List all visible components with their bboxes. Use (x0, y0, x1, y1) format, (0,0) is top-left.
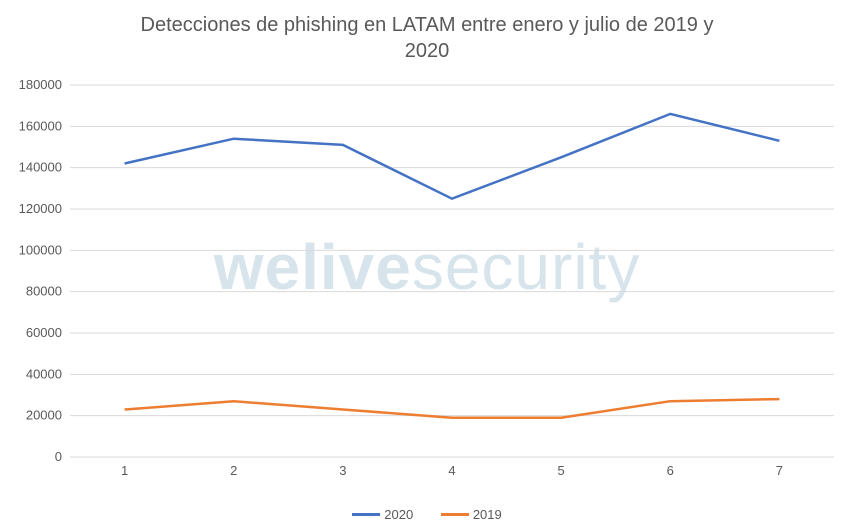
legend-item-2019: 2019 (441, 507, 502, 522)
svg-text:3: 3 (339, 463, 346, 478)
chart-container: Detecciones de phishing en LATAM entre e… (0, 0, 854, 532)
plot-area: 0200004000060000800001000001200001400001… (70, 85, 834, 457)
chart-svg: 0200004000060000800001000001200001400001… (70, 85, 834, 457)
svg-text:4: 4 (448, 463, 455, 478)
legend-label-2019: 2019 (473, 507, 502, 522)
svg-text:5: 5 (558, 463, 565, 478)
svg-text:2: 2 (230, 463, 237, 478)
svg-text:20000: 20000 (26, 408, 62, 423)
legend-swatch-2020 (352, 513, 380, 516)
svg-text:1: 1 (121, 463, 128, 478)
legend-swatch-2019 (441, 513, 469, 516)
svg-text:120000: 120000 (19, 201, 62, 216)
svg-text:180000: 180000 (19, 77, 62, 92)
svg-text:100000: 100000 (19, 242, 62, 257)
svg-text:160000: 160000 (19, 118, 62, 133)
svg-text:7: 7 (776, 463, 783, 478)
svg-text:40000: 40000 (26, 366, 62, 381)
svg-text:140000: 140000 (19, 160, 62, 175)
legend: 2020 2019 (0, 504, 854, 522)
svg-text:6: 6 (667, 463, 674, 478)
svg-text:0: 0 (55, 449, 62, 464)
legend-label-2020: 2020 (384, 507, 413, 522)
svg-text:80000: 80000 (26, 284, 62, 299)
chart-title: Detecciones de phishing en LATAM entre e… (0, 12, 854, 64)
svg-text:60000: 60000 (26, 325, 62, 340)
legend-item-2020: 2020 (352, 507, 413, 522)
